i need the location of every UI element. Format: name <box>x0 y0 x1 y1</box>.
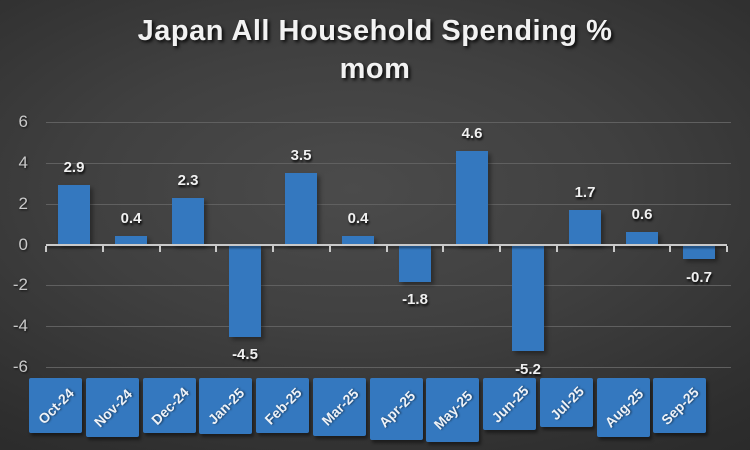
x-axis-label: Jun-25 <box>487 382 532 426</box>
bar-Dec-24 <box>172 198 204 245</box>
x-axis-line <box>46 244 727 246</box>
bar-Jan-25 <box>229 245 261 337</box>
chart-title: Japan All Household Spending % mom <box>0 12 750 89</box>
x-axis-tick <box>45 246 47 252</box>
data-label-Mar-25: 0.4 <box>347 210 369 227</box>
gridline--2 <box>46 285 731 286</box>
bar-Nov-24 <box>115 236 147 244</box>
x-axis-label: Oct-24 <box>34 384 77 427</box>
x-axis-label: Mar-25 <box>317 385 362 429</box>
data-label-Nov-24: 0.4 <box>120 210 142 227</box>
y-tick-label: 4 <box>18 153 28 172</box>
data-label-Dec-24: 2.3 <box>177 172 199 189</box>
x-axis-tick <box>272 246 274 252</box>
x-axis-tile-Sep-25: Sep-25 <box>653 378 706 433</box>
x-axis-tick <box>499 246 501 252</box>
y-tick-label: 6 <box>18 112 28 131</box>
x-axis-tile-Jun-25: Jun-25 <box>483 378 536 430</box>
data-label-Feb-25: 3.5 <box>290 147 312 164</box>
y-tick-label: -4 <box>12 316 28 335</box>
y-tick-label: 0 <box>18 235 28 254</box>
x-axis-tile-May-25: May-25 <box>426 378 479 442</box>
x-axis-tick <box>669 246 671 252</box>
gridline-6 <box>46 122 731 123</box>
x-axis-tile-Aug-25: Aug-25 <box>597 378 650 437</box>
x-axis-tile-Nov-24: Nov-24 <box>86 378 139 437</box>
chart-title-line1: Japan All Household Spending % <box>137 15 613 47</box>
bar-Jul-25 <box>569 210 601 245</box>
x-axis-tile-Apr-25: Apr-25 <box>370 378 423 440</box>
x-axis-tick <box>556 246 558 252</box>
x-axis-label: Sep-25 <box>657 383 702 428</box>
y-tick-label: -2 <box>12 275 28 294</box>
gridline--6 <box>46 367 731 368</box>
bar-Aug-25 <box>626 232 658 244</box>
bar-Apr-25 <box>399 245 431 282</box>
y-tick-label: 2 <box>18 194 28 213</box>
data-label-Jun-25: -5.2 <box>515 361 541 378</box>
x-axis-tick <box>159 246 161 252</box>
bar-Oct-24 <box>58 185 90 244</box>
bar-Feb-25 <box>285 173 317 244</box>
x-axis-tile-Feb-25: Feb-25 <box>256 378 309 433</box>
x-axis-tick <box>442 246 444 252</box>
gridline-2 <box>46 204 731 205</box>
x-axis-tick <box>102 246 104 252</box>
x-axis-label: Apr-25 <box>375 387 418 431</box>
data-label-Jan-25: -4.5 <box>232 346 258 363</box>
x-axis-tile-Jan-25: Jan-25 <box>199 378 252 434</box>
x-axis-label: Dec-24 <box>147 383 192 428</box>
x-axis-tile-Oct-24: Oct-24 <box>29 378 82 433</box>
bar-Sep-25 <box>683 245 715 259</box>
x-axis-label: Jul-25 <box>546 382 587 423</box>
x-axis-tick <box>613 246 615 252</box>
x-axis-tile-Mar-25: Mar-25 <box>313 378 366 436</box>
chart-title-line2: mom <box>339 53 411 86</box>
x-axis-label: Nov-24 <box>90 385 135 430</box>
x-axis-tile-Dec-24: Dec-24 <box>143 378 196 433</box>
x-axis-tile-Jul-25: Jul-25 <box>540 378 593 427</box>
gridline-4 <box>46 163 731 164</box>
data-label-May-25: 4.6 <box>461 125 483 142</box>
data-label-Aug-25: 0.6 <box>631 206 653 223</box>
data-label-Apr-25: -1.8 <box>402 291 428 308</box>
data-label-Jul-25: 1.7 <box>574 184 596 201</box>
x-axis-label: Feb-25 <box>260 383 305 428</box>
y-tick-label: -6 <box>12 357 28 376</box>
data-label-Sep-25: -0.7 <box>686 269 712 286</box>
x-axis-tick <box>329 246 331 252</box>
bar-May-25 <box>456 151 488 245</box>
x-axis-label: Jan-25 <box>204 384 247 428</box>
bar-Jun-25 <box>512 245 544 351</box>
data-label-Oct-24: 2.9 <box>63 159 85 176</box>
bar-Mar-25 <box>342 236 374 244</box>
x-axis-tick <box>726 246 728 252</box>
x-axis-label: May-25 <box>430 387 475 433</box>
x-axis-label: Aug-25 <box>601 385 646 430</box>
x-axis-tick <box>386 246 388 252</box>
x-axis-tick <box>215 246 217 252</box>
gridline--4 <box>46 326 731 327</box>
